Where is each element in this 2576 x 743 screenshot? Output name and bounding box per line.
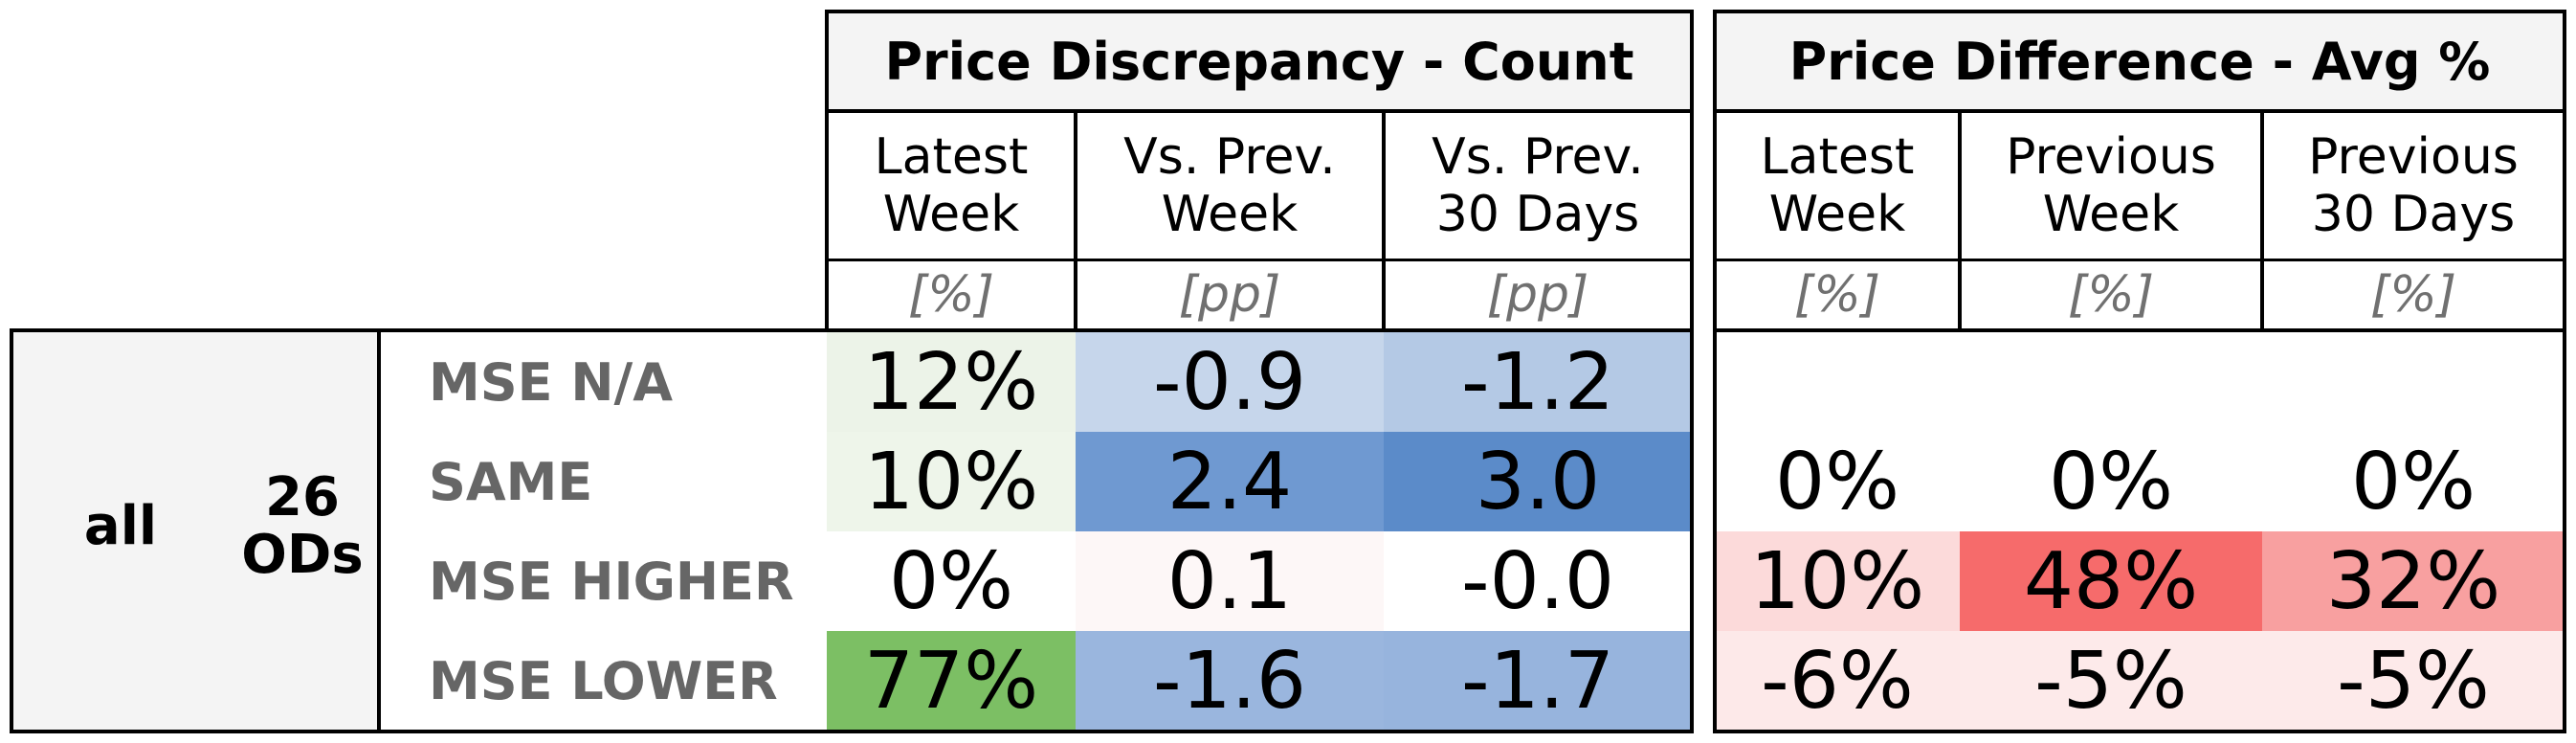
column-header-latest-week: Latest Week: [827, 111, 1076, 260]
column-header-line1: Previous: [2006, 128, 2216, 186]
avg-cell: 10%: [1715, 531, 1960, 631]
count-cell: 12%: [827, 332, 1076, 432]
column-header-line2: Week: [2042, 186, 2180, 243]
divider: [825, 10, 829, 331]
divider: [1713, 109, 2566, 113]
avg-cell: [1715, 332, 1960, 432]
avg-cell: 48%: [1960, 531, 2262, 631]
group-label: all: [83, 495, 158, 557]
divider: [10, 328, 1694, 332]
divider: [377, 328, 381, 733]
count-cell: 0.1: [1076, 531, 1384, 631]
divider: [1958, 109, 1962, 331]
column-header-line1: Latest: [874, 128, 1029, 186]
column-header-line1: Latest: [1760, 128, 1915, 186]
column-header-line2: Week: [882, 186, 1020, 243]
column-header-avg-previous-30-days: Previous 30 Days: [2262, 111, 2565, 260]
avg-cell: 0%: [1715, 432, 1960, 531]
divider: [1713, 10, 1717, 733]
divider: [10, 328, 13, 733]
divider: [10, 730, 1694, 733]
group-count-unit: ODs: [241, 524, 364, 586]
column-header-line1: Previous: [2308, 128, 2519, 186]
divider: [2563, 10, 2566, 733]
avg-cell: -5%: [2262, 631, 2565, 731]
divider: [1713, 259, 2566, 261]
divider: [825, 109, 1694, 113]
divider: [825, 10, 1694, 13]
avg-cell: 32%: [2262, 531, 2565, 631]
count-cell: 77%: [827, 631, 1076, 731]
column-header-line2: Week: [1161, 186, 1299, 243]
count-cell: -1.2: [1384, 332, 1692, 432]
column-header-avg-latest-week: Latest Week: [1715, 111, 1960, 260]
divider: [2260, 109, 2264, 331]
column-header-line1: Vs. Prev.: [1123, 128, 1336, 186]
count-cell: 10%: [827, 432, 1076, 531]
row-label: MSE N/A: [429, 351, 674, 413]
count-cell: 3.0: [1384, 432, 1692, 531]
column-header-line1: Vs. Prev.: [1432, 128, 1644, 186]
count-cell: 0%: [827, 531, 1076, 631]
unit-label: [%]: [1794, 266, 1880, 324]
count-cell: -1.7: [1384, 631, 1692, 731]
divider: [1074, 109, 1077, 331]
avg-cell: -5%: [1960, 631, 2262, 731]
section-title-avg: Price Difference - Avg %: [1715, 11, 2565, 111]
column-header-line2: Week: [1768, 186, 1906, 243]
count-cell: -0.9: [1076, 332, 1384, 432]
group-count: 26 ODs: [226, 460, 379, 594]
unit-label: [%]: [908, 266, 994, 324]
column-header-avg-previous-week: Previous Week: [1960, 111, 2262, 260]
column-header-line2: 30 Days: [1435, 186, 1640, 243]
avg-cell: 0%: [1960, 432, 2262, 531]
section-title-count: Price Discrepancy - Count: [827, 11, 1692, 111]
divider: [1690, 10, 1694, 733]
column-header-vs-prev-30-days: Vs. Prev. 30 Days: [1384, 111, 1692, 260]
unit-label: [pp]: [1178, 266, 1281, 324]
divider: [825, 259, 1694, 261]
avg-cell: 0%: [2262, 432, 2565, 531]
group-block: [11, 329, 379, 732]
count-cell: -0.0: [1384, 531, 1692, 631]
group-count-value: 26: [265, 466, 340, 529]
row-label: SAME: [429, 451, 593, 512]
row-label: MSE HIGHER: [429, 551, 794, 612]
avg-cell: [1960, 332, 2262, 432]
divider: [1382, 109, 1386, 331]
divider: [1713, 730, 2566, 733]
unit-label: [%]: [2068, 266, 2154, 324]
row-label: MSE LOWER: [429, 650, 778, 711]
unit-label: [pp]: [1486, 266, 1589, 324]
avg-cell: -6%: [1715, 631, 1960, 731]
column-header-line2: 30 Days: [2311, 186, 2516, 243]
divider: [1713, 328, 2566, 332]
avg-cell: [2262, 332, 2565, 432]
unit-label: [%]: [2370, 266, 2456, 324]
divider: [1713, 10, 2566, 13]
count-cell: 2.4: [1076, 432, 1384, 531]
column-header-vs-prev-week: Vs. Prev. Week: [1076, 111, 1384, 260]
count-cell: -1.6: [1076, 631, 1384, 731]
